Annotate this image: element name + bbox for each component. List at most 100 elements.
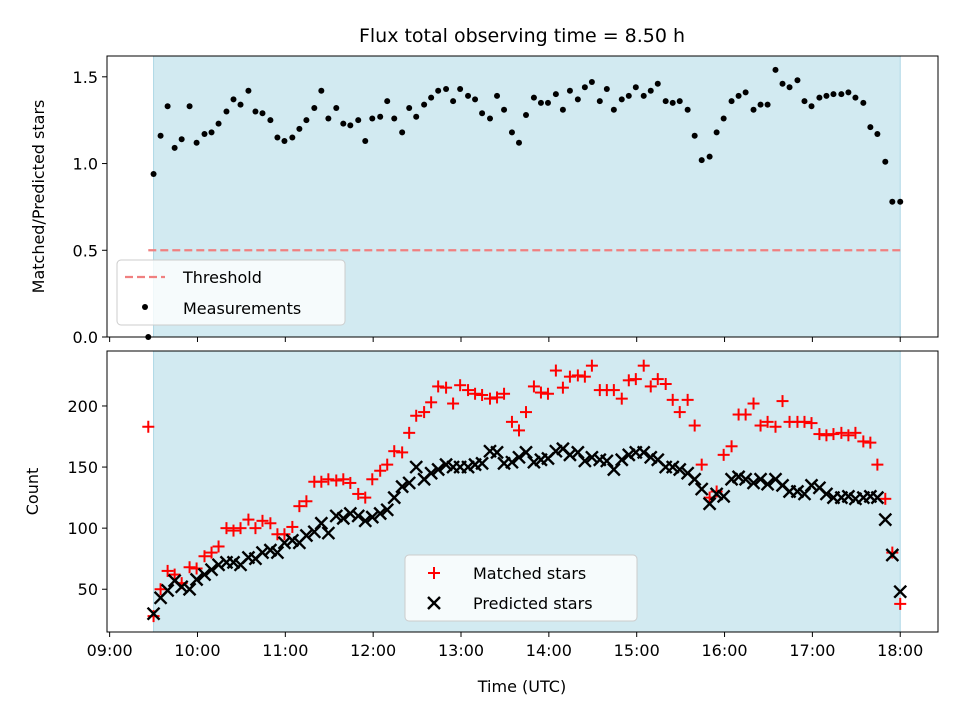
measurement-point: [830, 91, 837, 98]
predicted-stars-point: [204, 562, 219, 577]
matched-stars-point: [556, 381, 569, 394]
measurement-point: [897, 198, 904, 205]
measurement-point: [852, 94, 859, 101]
count-y-axis-label: Count: [23, 468, 42, 516]
measurement-point: [347, 122, 354, 129]
measurement-point: [340, 120, 347, 127]
measurement-point: [413, 113, 420, 120]
matched-stars-point: [322, 473, 335, 486]
matched-stars-point: [168, 568, 181, 581]
measurement-point: [296, 125, 303, 132]
count-marks: [142, 359, 908, 623]
matched-stars-point: [512, 424, 525, 437]
matched-stars-point: [381, 458, 394, 471]
predicted-stars-point: [870, 490, 885, 505]
matched-stars-point: [842, 429, 855, 442]
measurement-point: [706, 153, 713, 160]
measurement-point: [772, 66, 779, 73]
predicted-stars-point: [395, 479, 410, 494]
measurement-point: [647, 87, 654, 94]
predicted-stars-legend-label: Predicted stars: [473, 594, 593, 613]
matched-stars-point: [622, 374, 635, 387]
predicted-stars-point: [614, 452, 629, 467]
measurement-point: [808, 103, 815, 110]
matched-stars-point: [769, 420, 782, 433]
count-panel-frame: [106, 350, 939, 633]
matched-stars-point: [813, 428, 826, 441]
measurement-point: [581, 84, 588, 91]
measurement-point: [735, 92, 742, 99]
predicted-stars-point: [753, 472, 768, 487]
predicted-stars-point: [277, 535, 292, 550]
matched-stars-point: [761, 415, 774, 428]
predicted-stars-point: [211, 557, 226, 572]
predicted-stars-point: [804, 478, 819, 493]
measurement-point: [252, 108, 259, 115]
measurement-point: [450, 98, 457, 105]
measurement-point: [618, 96, 625, 103]
measurement-point: [515, 139, 522, 146]
matched-stars-point: [220, 522, 233, 535]
measurement-point: [281, 137, 288, 144]
predicted-stars-point: [819, 487, 834, 501]
matched-stars-point: [205, 546, 218, 559]
matched-stars-point: [747, 397, 760, 410]
measurement-point: [289, 134, 296, 141]
measurement-point: [391, 115, 398, 122]
measurement-point: [443, 85, 450, 92]
measurement-point: [823, 92, 830, 99]
matched-stars-point: [629, 373, 642, 386]
measurement-point: [150, 170, 157, 177]
matched-stars-point: [410, 409, 423, 422]
predicted-stars-point: [687, 472, 702, 487]
matched-stars-point: [717, 448, 730, 461]
matched-stars-point: [578, 370, 591, 383]
measurement-point: [457, 85, 464, 92]
matched-stars-point: [527, 380, 540, 393]
predicted-stars-point: [431, 462, 446, 477]
matched-stars-point: [541, 387, 554, 400]
matched-stars-legend-swatch: [428, 567, 440, 579]
measurement-point: [764, 101, 771, 108]
predicted-stars-point: [270, 545, 285, 560]
ratio-panel-ticks: 0.0 0.5 1.0 1.5: [73, 68, 901, 347]
predicted-stars-point: [358, 513, 373, 528]
measurement-point: [274, 134, 281, 141]
measurement-point: [193, 139, 200, 146]
measurement-point: [355, 117, 362, 124]
matched-stars-point: [871, 458, 884, 471]
y-tick-label: 200: [67, 397, 98, 416]
matched-stars-point: [388, 445, 401, 458]
matched-stars-point: [403, 426, 416, 439]
matched-stars-point: [483, 392, 496, 405]
predicted-stars-legend-swatch: [427, 596, 441, 610]
predicted-stars-point: [694, 482, 709, 496]
predicted-stars-point: [505, 455, 519, 470]
measurement-point: [325, 115, 332, 122]
measurement-point: [720, 115, 727, 122]
matched-stars-point: [607, 384, 620, 397]
x-axis-label: Time (UTC): [477, 677, 566, 696]
measurement-point: [698, 157, 705, 164]
predicted-stars-point: [585, 450, 599, 465]
measurement-point: [318, 87, 325, 94]
predicted-stars-point: [475, 456, 489, 471]
matched-stars-point: [234, 522, 247, 535]
measurement-point: [479, 110, 486, 117]
predicted-stars-point: [746, 476, 761, 490]
matched-stars-point: [849, 426, 862, 439]
matched-stars-point: [585, 359, 598, 372]
measurement-point: [362, 137, 369, 144]
predicted-stars-point: [512, 450, 526, 465]
predicted-stars-point: [519, 445, 533, 460]
matched-stars-point: [337, 473, 350, 486]
predicted-stars-point: [578, 454, 592, 468]
matched-stars-point: [396, 446, 409, 459]
measurement-point: [157, 132, 164, 139]
matched-stars-point: [242, 513, 255, 526]
matched-stars-point: [142, 420, 155, 433]
measurement-point: [713, 129, 720, 136]
matched-stars-point: [469, 387, 482, 400]
measurement-point: [566, 87, 573, 94]
matched-stars-point: [264, 517, 277, 530]
